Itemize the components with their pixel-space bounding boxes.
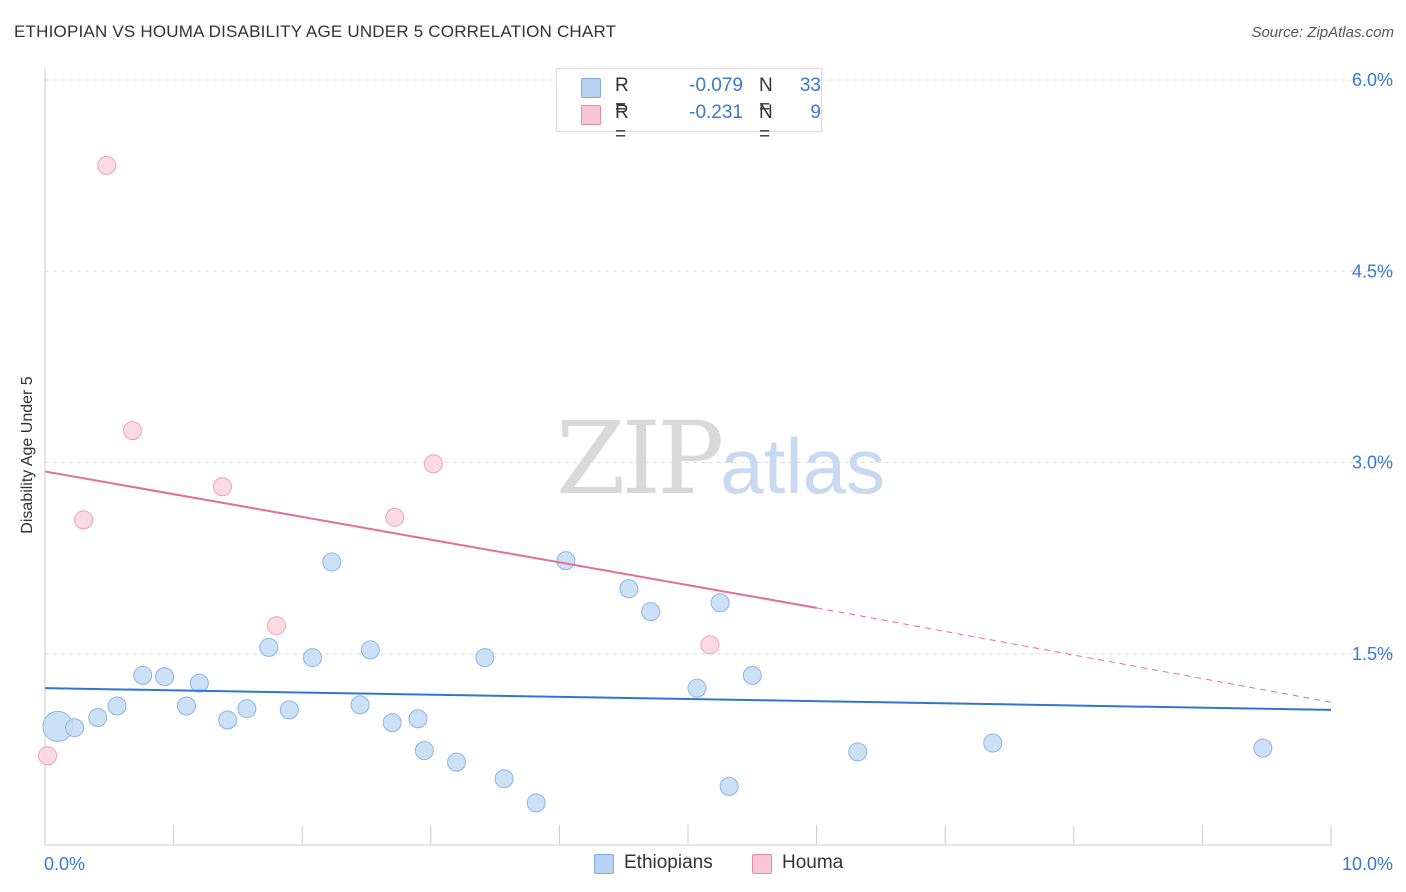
legend-swatch-houma (581, 105, 601, 125)
ethiopians-point (302, 648, 322, 668)
ethiopians-point (279, 700, 299, 720)
ethiopians-point (687, 678, 707, 698)
ethiopians-trendline (44, 687, 1332, 711)
x-tick-label: 10.0% (1342, 854, 1393, 874)
ethiopians-point (360, 640, 380, 660)
ethiopians-point (107, 696, 127, 716)
houma-point (122, 421, 142, 441)
y-tick-label: 6.0% (1352, 70, 1393, 90)
series-swatch-houma (752, 854, 772, 874)
legend-r-value: -0.079 (689, 75, 743, 96)
houma-point (423, 454, 443, 474)
y-tick-label: 3.0% (1352, 453, 1393, 473)
y-tick-label: 1.5% (1352, 644, 1393, 664)
ethiopians-point (475, 648, 495, 668)
ethiopians-point (414, 741, 434, 761)
watermark-zip: ZIP (556, 400, 724, 517)
legend-n-value: 33 (799, 75, 821, 96)
ethiopians-point (408, 709, 428, 729)
ethiopians-point (1253, 738, 1273, 758)
y-tick-label: 4.5% (1352, 261, 1393, 281)
houma-trendline (44, 470, 817, 609)
ethiopians-point (350, 695, 370, 715)
houma-point (74, 510, 94, 530)
ethiopians-point (88, 708, 108, 727)
houma-point (266, 616, 286, 636)
ethiopians-point (848, 742, 868, 762)
ethiopians-point (556, 551, 576, 571)
ethiopians-point (719, 776, 739, 796)
ethiopians-point (983, 733, 1003, 753)
ethiopians-point (710, 593, 730, 613)
houma-point (97, 155, 117, 175)
houma-point (385, 507, 405, 527)
ethiopians-point (237, 699, 257, 719)
ethiopians-point (742, 665, 762, 685)
stats-legend: R = -0.079 N = 33 R = -0.231 N = 9 (556, 68, 822, 145)
x-tick-label: 0.0% (44, 854, 85, 874)
y-axis-label: Disability Age Under 5 (19, 376, 36, 534)
ethiopians-point (259, 637, 279, 657)
ethiopians-point (133, 665, 153, 685)
legend-r-value: -0.231 (689, 102, 743, 123)
chart-title: ETHIOPIAN VS HOUMA DISABILITY AGE UNDER … (14, 22, 617, 41)
houma-point (700, 635, 720, 655)
watermark-atlas: atlas (720, 422, 886, 510)
legend-n-label: N = (759, 102, 773, 145)
ethiopians-point (526, 793, 546, 813)
ethiopians-point (155, 667, 175, 687)
ethiopians-point (65, 718, 85, 738)
ethiopians-point (382, 713, 402, 733)
ethiopians-point (176, 696, 196, 716)
ethiopians-point (189, 673, 209, 693)
ethiopians-point (641, 602, 661, 622)
series-name-houma: Houma (782, 852, 844, 873)
houma-trendline-extension (816, 607, 1332, 703)
legend-r-label: R = (615, 75, 629, 118)
legend-n-value: 9 (810, 102, 821, 123)
source-label: Source: ZipAtlas.com (1251, 24, 1394, 41)
series-swatch-ethiopians (594, 854, 614, 874)
zipatlas-watermark: ZIPatlas (556, 400, 885, 517)
legend-swatch-ethiopians (581, 78, 601, 98)
ethiopians-point (447, 752, 467, 772)
houma-point (212, 477, 232, 497)
houma-point (38, 746, 58, 766)
series-name-ethiopians: Ethiopians (624, 852, 713, 873)
ethiopians-point (619, 579, 639, 599)
ethiopians-point (494, 769, 514, 789)
legend-r-label: R = (615, 102, 629, 145)
ethiopians-point (322, 552, 342, 572)
legend-n-label: N = (759, 75, 773, 118)
ethiopians-point (218, 710, 238, 730)
